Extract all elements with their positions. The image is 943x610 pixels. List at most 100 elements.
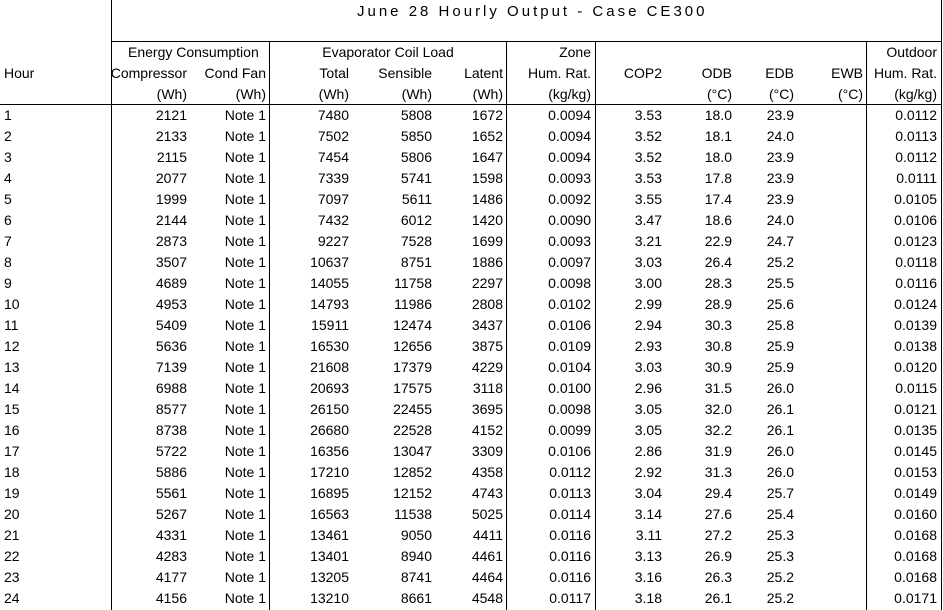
cell-fan: Note 1 [224, 548, 266, 564]
column-unit-total: (Wh) [318, 86, 349, 102]
cell-odb: 27.2 [704, 527, 732, 543]
grid-line [595, 42, 596, 610]
cell-comp: 5409 [155, 317, 187, 333]
cell-cop: 3.04 [634, 485, 662, 501]
cell-comp: 2077 [155, 170, 187, 186]
cell-cop: 3.03 [634, 359, 662, 375]
cell-zhr: 0.0093 [548, 170, 591, 186]
cell-hour: 8 [4, 254, 12, 270]
cell-total: 16895 [310, 485, 349, 501]
cell-comp: 1999 [155, 191, 187, 207]
cell-ohr: 0.0160 [894, 506, 937, 522]
cell-sens: 12152 [393, 485, 432, 501]
cell-total: 7097 [317, 191, 349, 207]
cell-ohr: 0.0123 [894, 233, 937, 249]
cell-edb: 23.9 [766, 170, 794, 186]
cell-hour: 16 [4, 422, 20, 438]
cell-total: 9227 [317, 233, 349, 249]
cell-cop: 3.11 [635, 527, 662, 543]
cell-total: 13461 [310, 527, 349, 543]
cell-comp: 2115 [156, 149, 187, 165]
cell-total: 16563 [310, 506, 349, 522]
cell-zhr: 0.0116 [549, 548, 591, 564]
cell-total: 7432 [317, 212, 349, 228]
column-unit-comp: (Wh) [156, 86, 187, 102]
cell-ohr: 0.0149 [894, 485, 937, 501]
cell-edb: 25.4 [766, 506, 794, 522]
cell-comp: 8577 [155, 401, 187, 417]
cell-hour: 11 [4, 317, 19, 333]
sheet-title: June 28 Hourly Output - Case CE300 [357, 3, 708, 20]
cell-ohr: 0.0120 [894, 359, 937, 375]
cell-zhr: 0.0114 [549, 506, 591, 522]
cell-hour: 14 [4, 380, 20, 396]
cell-cop: 3.05 [634, 422, 662, 438]
cell-zhr: 0.0094 [548, 149, 591, 165]
cell-lat: 2297 [471, 275, 503, 291]
cell-odb: 26.3 [704, 569, 732, 585]
cell-hour: 19 [4, 485, 20, 501]
cell-odb: 18.0 [704, 149, 732, 165]
cell-ohr: 0.0135 [894, 422, 937, 438]
cell-hour: 17 [4, 443, 20, 459]
cell-edb: 25.9 [766, 338, 794, 354]
cell-edb: 26.1 [766, 401, 794, 417]
cell-ohr: 0.0106 [894, 212, 937, 228]
column-header-edb: EDB [765, 65, 794, 81]
cell-sens: 7528 [400, 233, 432, 249]
cell-hour: 13 [4, 359, 20, 375]
cell-edb: 24.0 [766, 212, 794, 228]
cell-ohr: 0.0139 [894, 317, 937, 333]
cell-odb: 28.3 [704, 275, 732, 291]
cell-cop: 2.96 [634, 380, 662, 396]
cell-comp: 7139 [155, 359, 187, 375]
cell-odb: 22.9 [704, 233, 732, 249]
cell-zhr: 0.0093 [548, 233, 591, 249]
cell-edb: 25.2 [766, 254, 794, 270]
cell-sens: 5850 [400, 128, 432, 144]
cell-fan: Note 1 [224, 128, 266, 144]
cell-fan: Note 1 [224, 149, 266, 165]
cell-zhr: 0.0113 [549, 485, 591, 501]
cell-fan: Note 1 [224, 254, 266, 270]
cell-sens: 8751 [400, 254, 432, 270]
column-header-cop: COP2 [623, 65, 662, 81]
cell-fan: Note 1 [224, 569, 266, 585]
cell-lat: 3118 [472, 380, 503, 396]
cell-hour: 3 [4, 149, 12, 165]
cell-comp: 4283 [155, 548, 187, 564]
cell-total: 13205 [310, 569, 349, 585]
cell-hour: 21 [4, 527, 20, 543]
cell-ohr: 0.0105 [894, 191, 937, 207]
cell-hour: 10 [4, 296, 20, 312]
cell-edb: 23.9 [766, 149, 794, 165]
cell-lat: 4152 [471, 422, 503, 438]
cell-ohr: 0.0121 [894, 401, 937, 417]
cell-total: 7339 [317, 170, 349, 186]
cell-comp: 5722 [155, 443, 187, 459]
cell-ohr: 0.0124 [894, 296, 937, 312]
cell-zhr: 0.0094 [548, 128, 591, 144]
cell-odb: 26.9 [704, 548, 732, 564]
group-header-energy: Energy Consumption [128, 45, 259, 60]
cell-fan: Note 1 [224, 317, 266, 333]
cell-ohr: 0.0153 [894, 464, 937, 480]
cell-edb: 24.0 [766, 128, 794, 144]
cell-zhr: 0.0106 [548, 317, 591, 333]
cell-lat: 1699 [471, 233, 503, 249]
cell-sens: 22455 [393, 401, 432, 417]
cell-hour: 1 [4, 107, 12, 123]
column-unit-fan: (Wh) [235, 86, 266, 102]
cell-zhr: 0.0098 [548, 275, 591, 291]
cell-odb: 32.0 [704, 401, 732, 417]
cell-cop: 3.18 [634, 590, 662, 606]
cell-zhr: 0.0104 [548, 359, 591, 375]
grid-line [0, 104, 942, 105]
column-header-hour: Hour [4, 65, 35, 81]
cell-sens: 22528 [393, 422, 432, 438]
cell-lat: 1672 [471, 107, 503, 123]
cell-lat: 1652 [471, 128, 503, 144]
cell-comp: 5886 [155, 464, 187, 480]
cell-ohr: 0.0111 [896, 170, 937, 186]
cell-ohr: 0.0113 [895, 128, 937, 144]
